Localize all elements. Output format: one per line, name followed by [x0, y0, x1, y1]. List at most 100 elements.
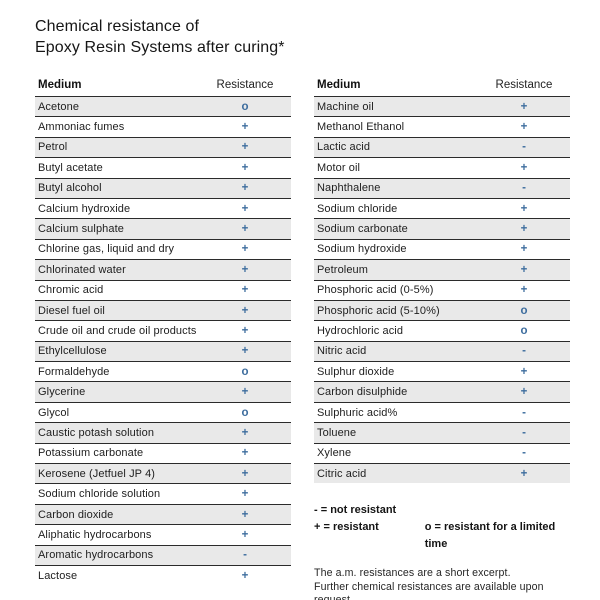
resistance-symbol: +	[520, 284, 528, 297]
table-row: Glycol o	[35, 401, 291, 423]
resistance-symbol: +	[520, 223, 528, 236]
medium-cell: Phosphoric acid (0-5%)	[317, 284, 434, 297]
medium-cell: Sulphuric acid%	[317, 406, 398, 419]
resistance-symbol: +	[241, 243, 249, 256]
medium-cell: Petroleum	[317, 263, 369, 276]
table-row: Lactose +	[35, 564, 291, 586]
medium-cell: Methanol Ethanol	[317, 121, 405, 134]
resistance-symbol: +	[241, 508, 249, 521]
medium-cell: Aliphatic hydrocarbons	[38, 528, 152, 541]
resistance-symbol: +	[241, 488, 249, 501]
resistance-symbol: +	[241, 161, 249, 174]
resistance-symbol: +	[520, 243, 528, 256]
page-title: Chemical resistance of Epoxy Resin Syste…	[35, 16, 285, 58]
footnote: The a.m. resistances are a short excerpt…	[314, 567, 570, 600]
medium-column-header: Medium	[317, 79, 361, 91]
resistance-symbol: -	[522, 426, 526, 439]
legend-resistant: + = resistant	[314, 521, 379, 534]
medium-column-header: Medium	[38, 79, 82, 91]
medium-cell: Lactose	[38, 569, 78, 582]
table-row: Lactic acid -	[314, 136, 570, 158]
table-row: Methanol Ethanol +	[314, 116, 570, 137]
medium-cell: Xylene	[317, 447, 352, 460]
medium-cell: Chlorine gas, liquid and dry	[38, 243, 175, 256]
medium-cell: Crude oil and crude oil products	[38, 324, 197, 337]
table-row: Sodium hydroxide +	[314, 238, 570, 260]
table-row: Machine oil +	[314, 96, 570, 117]
resistance-symbol: +	[241, 284, 249, 297]
resistance-symbol: +	[241, 345, 249, 358]
resistance-column-header: Resistance	[216, 79, 274, 91]
table-row: Calcium sulphate +	[35, 218, 291, 239]
table-row: Glycerine +	[35, 381, 291, 402]
resistance-symbol: o	[241, 100, 249, 113]
left-table: Medium Resistance Acetone o Ammoniac fum…	[35, 74, 291, 586]
resistance-symbol: +	[520, 121, 528, 134]
right-table: Medium Resistance Machine oil + Methanol…	[314, 74, 570, 600]
medium-cell: Sodium chloride	[317, 202, 398, 215]
resistance-symbol: +	[241, 182, 249, 195]
table-row: Butyl acetate +	[35, 157, 291, 178]
legend-line2: + = resistant o = resistant for a limite…	[314, 519, 570, 553]
medium-cell: Glycerine	[38, 386, 86, 399]
medium-cell: Sodium carbonate	[317, 223, 408, 236]
medium-cell: Carbon dioxide	[38, 508, 114, 521]
table-row: Acetone o	[35, 96, 291, 117]
resistance-symbol: +	[241, 121, 249, 134]
resistance-symbol: o	[520, 324, 528, 337]
table-row: Phosphoric acid (0-5%) +	[314, 279, 570, 300]
medium-cell: Chlorinated water	[38, 263, 126, 276]
resistance-symbol: o	[520, 304, 528, 317]
table-row: Hydrochloric acid o	[314, 320, 570, 341]
medium-cell: Sodium hydroxide	[317, 243, 407, 256]
resistance-symbol: +	[241, 528, 249, 541]
resistance-symbol: +	[520, 161, 528, 174]
table-row: Nitric acid -	[314, 340, 570, 362]
table-row: Ammoniac fumes +	[35, 116, 291, 137]
resistance-symbol: +	[241, 386, 249, 399]
resistance-symbol: -	[522, 406, 526, 419]
table-row: Naphthalene -	[314, 177, 570, 198]
table-row: Ethylcellulose +	[35, 340, 291, 362]
table-row: Chromic acid +	[35, 279, 291, 300]
table-row: Aliphatic hydrocarbons +	[35, 524, 291, 545]
medium-cell: Lactic acid	[317, 141, 371, 154]
table-row: Diesel fuel oil +	[35, 299, 291, 321]
resistance-symbol: +	[520, 202, 528, 215]
medium-cell: Diesel fuel oil	[38, 304, 105, 317]
resistance-symbol: +	[241, 223, 249, 236]
left-table-header: Medium Resistance	[35, 74, 291, 96]
medium-cell: Calcium hydroxide	[38, 202, 131, 215]
medium-cell: Hydrochloric acid	[317, 324, 404, 337]
table-row: Kerosene (Jetfuel JP 4) +	[35, 463, 291, 484]
medium-cell: Potassium carbonate	[38, 447, 144, 460]
resistance-symbol: +	[520, 100, 528, 113]
medium-cell: Sodium chloride solution	[38, 488, 161, 501]
page-title-line2: Epoxy Resin Systems after curing*	[35, 39, 285, 56]
table-row: Petroleum +	[314, 259, 570, 280]
resistance-symbol: -	[522, 141, 526, 154]
footnote-line1: The a.m. resistances are a short excerpt…	[314, 567, 511, 580]
medium-cell: Naphthalene	[317, 182, 381, 195]
resistance-symbol: o	[241, 365, 249, 378]
medium-cell: Toluene	[317, 426, 357, 439]
table-row: Sulphuric acid% -	[314, 401, 570, 423]
resistance-symbol: +	[241, 202, 249, 215]
resistance-legend: - = not resistant + = resistant o = resi…	[314, 502, 570, 553]
medium-cell: Chromic acid	[38, 284, 104, 297]
resistance-symbol: -	[522, 345, 526, 358]
table-row: Potassium carbonate +	[35, 442, 291, 464]
legend-not-resistant: - = not resistant	[314, 504, 397, 517]
medium-cell: Formaldehyde	[38, 365, 110, 378]
medium-cell: Ethylcellulose	[38, 345, 107, 358]
medium-cell: Butyl alcohol	[38, 182, 102, 195]
medium-cell: Caustic potash solution	[38, 426, 155, 439]
resistance-symbol: +	[241, 304, 249, 317]
resistance-symbol: +	[241, 426, 249, 439]
table-row: Chlorine gas, liquid and dry +	[35, 238, 291, 260]
table-row: Phosphoric acid (5-10%) o	[314, 299, 570, 321]
resistance-symbol: -	[522, 447, 526, 460]
table-row: Sodium chloride solution +	[35, 483, 291, 504]
table-row: Aromatic hydrocarbons -	[35, 544, 291, 565]
